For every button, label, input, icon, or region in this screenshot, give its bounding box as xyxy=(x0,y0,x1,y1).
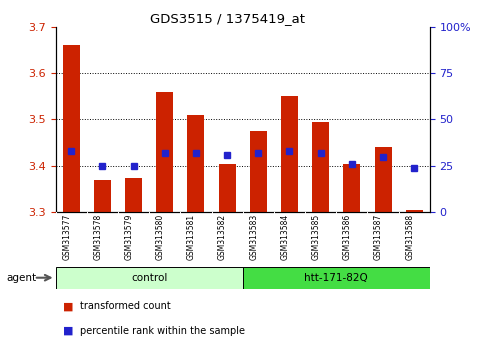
Text: GSM313579: GSM313579 xyxy=(125,214,133,261)
Bar xyxy=(125,178,142,212)
Text: GSM313581: GSM313581 xyxy=(187,214,196,260)
Text: GSM313587: GSM313587 xyxy=(374,214,383,260)
Text: ■: ■ xyxy=(63,326,73,336)
Text: GSM313577: GSM313577 xyxy=(62,214,71,261)
Text: GSM313586: GSM313586 xyxy=(343,214,352,260)
Text: control: control xyxy=(131,273,167,283)
Text: percentile rank within the sample: percentile rank within the sample xyxy=(80,326,245,336)
Bar xyxy=(63,45,80,212)
Bar xyxy=(56,267,242,289)
Text: GSM313580: GSM313580 xyxy=(156,214,165,260)
Bar xyxy=(250,131,267,212)
Bar xyxy=(374,147,392,212)
Text: transformed count: transformed count xyxy=(80,301,170,311)
Text: agent: agent xyxy=(6,273,36,283)
Bar xyxy=(281,96,298,212)
Bar xyxy=(187,115,204,212)
Text: GSM313582: GSM313582 xyxy=(218,214,227,260)
Text: GSM313583: GSM313583 xyxy=(249,214,258,260)
Bar xyxy=(312,122,329,212)
Text: GSM313588: GSM313588 xyxy=(405,214,414,260)
Text: GSM313585: GSM313585 xyxy=(312,214,321,260)
Bar xyxy=(242,267,430,289)
Text: ■: ■ xyxy=(63,301,73,311)
Bar xyxy=(94,180,111,212)
Text: GSM313578: GSM313578 xyxy=(93,214,102,260)
Bar xyxy=(406,210,423,212)
Bar xyxy=(156,92,173,212)
Text: GSM313584: GSM313584 xyxy=(281,214,289,260)
Text: htt-171-82Q: htt-171-82Q xyxy=(304,273,368,283)
Bar xyxy=(343,164,360,212)
Text: GDS3515 / 1375419_at: GDS3515 / 1375419_at xyxy=(150,12,304,25)
Bar xyxy=(218,164,236,212)
